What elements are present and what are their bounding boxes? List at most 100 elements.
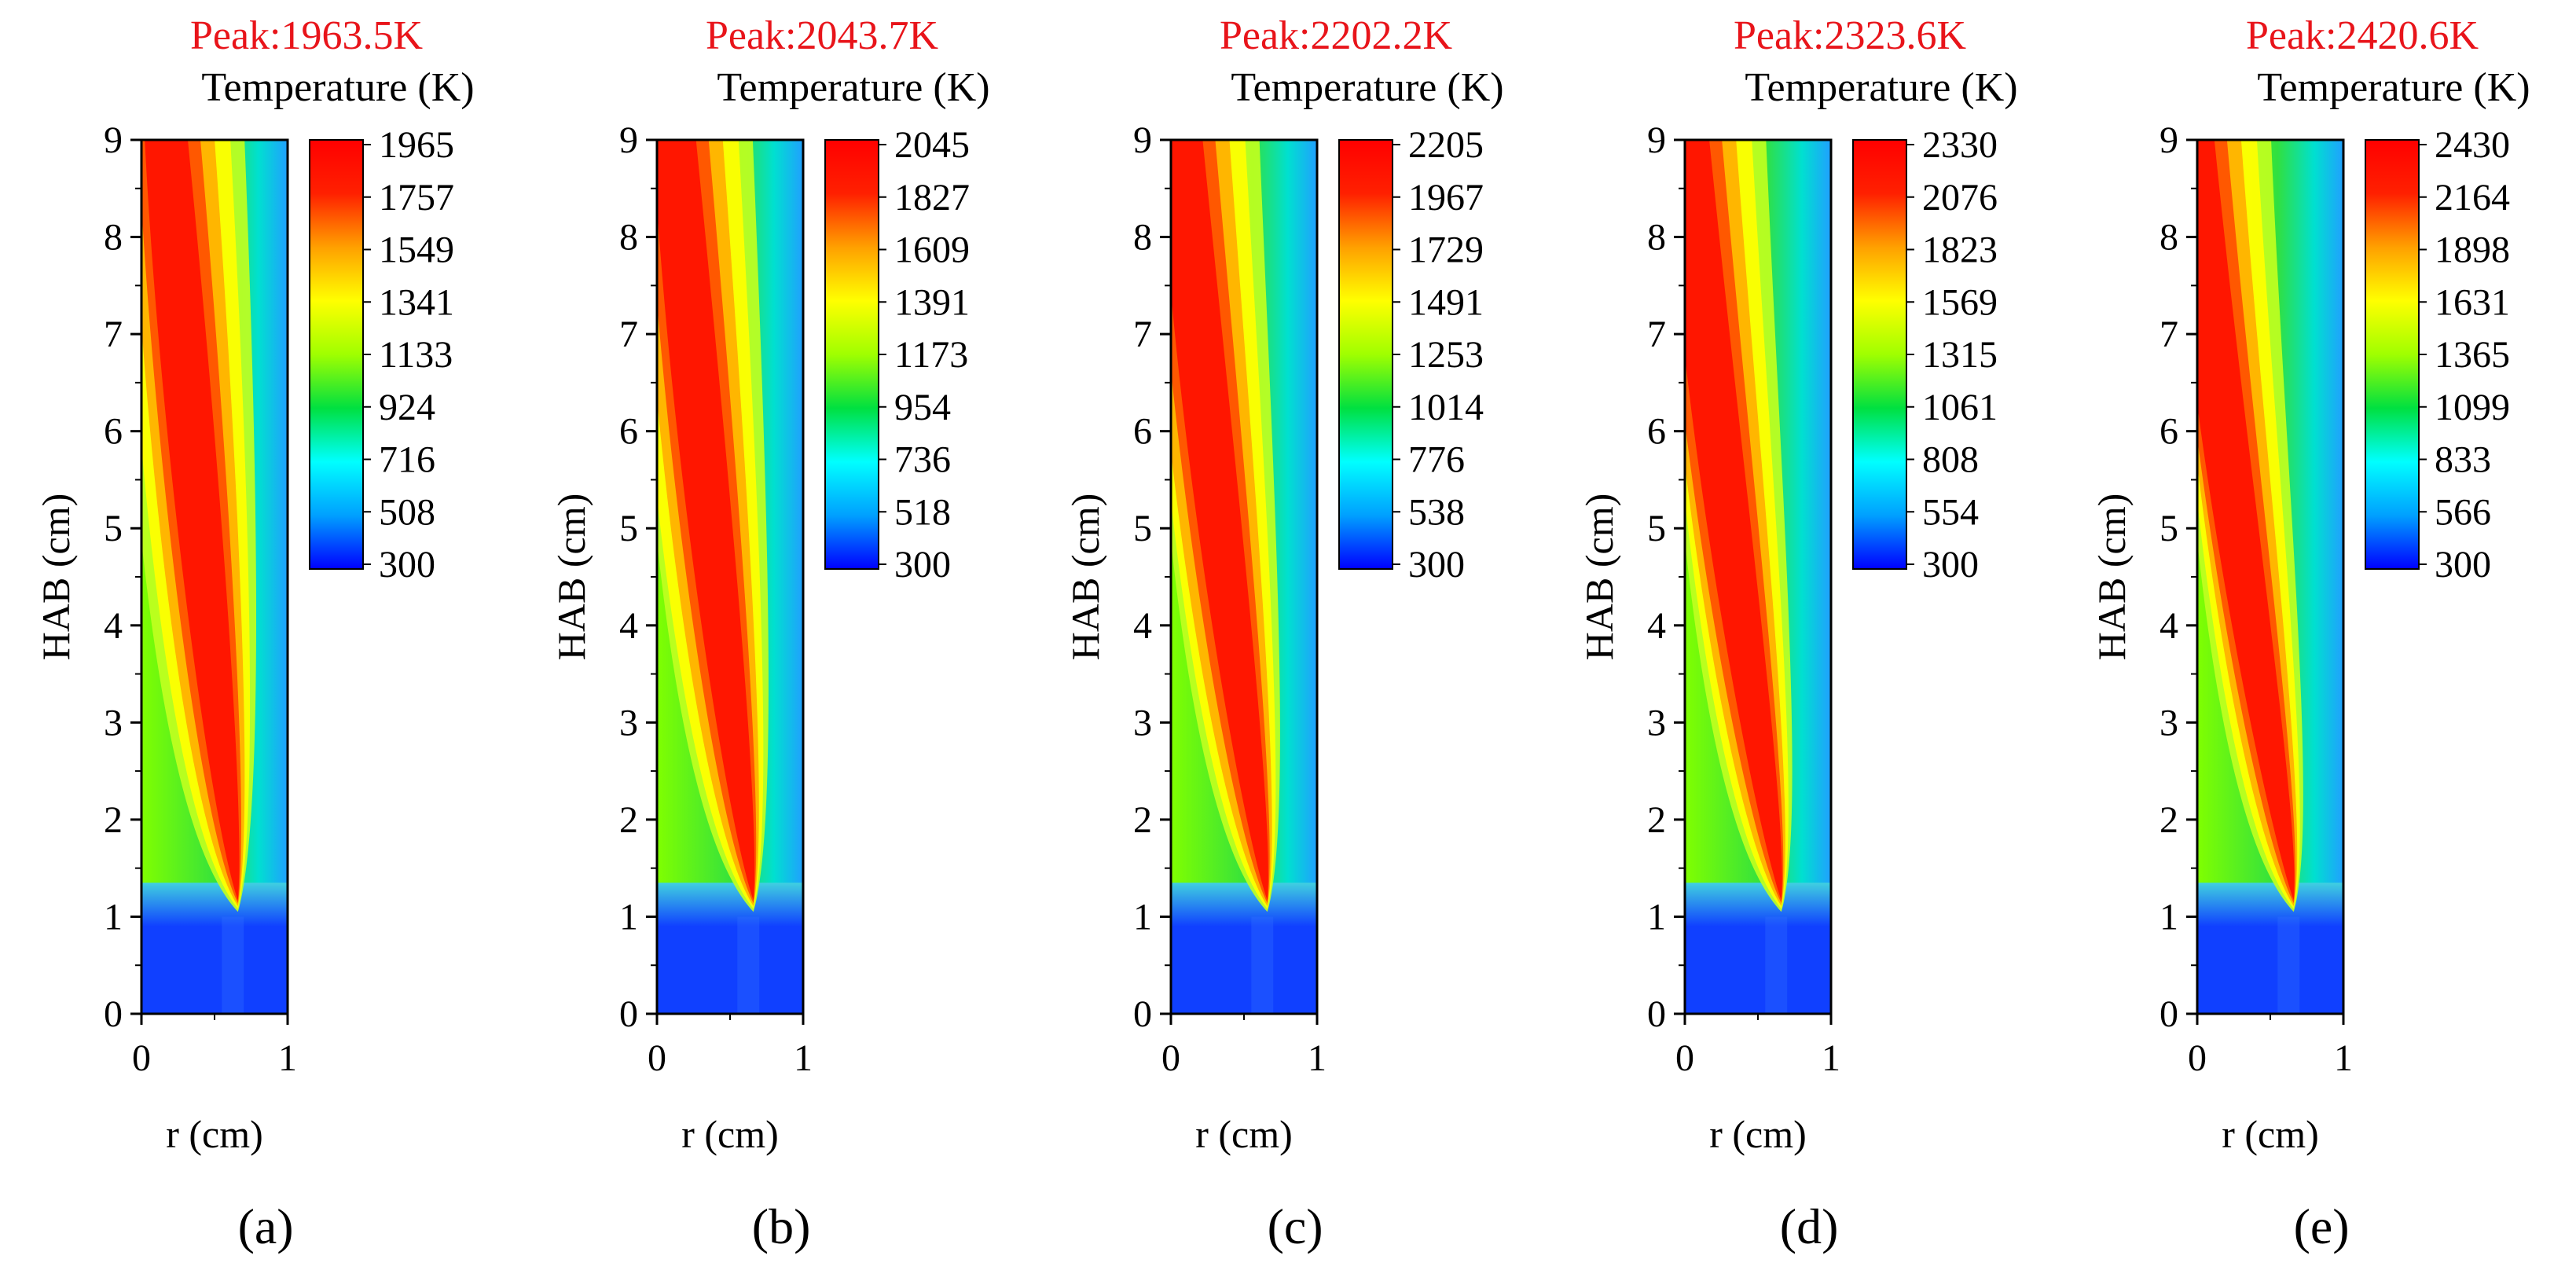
y-tick-label: 5 <box>1133 508 1152 549</box>
y-tick-label: 9 <box>1133 119 1152 161</box>
colorbar-tick-label: 1757 <box>379 177 454 218</box>
y-tick-label: 5 <box>104 508 123 549</box>
colorbar <box>1338 139 1393 570</box>
colorbar-tick-label: 2045 <box>894 124 970 166</box>
colorbar-tick-label: 1365 <box>2435 334 2510 376</box>
colorbar-tick-label: 1491 <box>1408 281 1484 323</box>
colorbar-tick-label: 1014 <box>1408 387 1484 428</box>
panel-label: (e) <box>2294 1198 2350 1254</box>
y-tick-label: 6 <box>2160 411 2178 453</box>
colorbar-tick-label: 508 <box>379 491 435 533</box>
peak-label: Peak:2043.7K <box>706 13 939 58</box>
heatmap-field <box>141 140 288 1014</box>
y-tick-label: 8 <box>2160 217 2178 259</box>
colorbar-tick-label: 1898 <box>2435 229 2510 271</box>
colorbar-tick-label: 924 <box>379 387 435 428</box>
colorbar-tick-label: 1061 <box>1922 387 1998 428</box>
colorbar-tick-label: 300 <box>1922 544 1979 585</box>
x-axis-label: r (cm) <box>1709 1112 1807 1156</box>
panel-label: (c) <box>1268 1198 1323 1254</box>
colorbar-tick-label: 1631 <box>2435 281 2510 323</box>
y-axis-label: HAB (cm) <box>549 494 593 660</box>
colorbar-title: Temperature (K) <box>717 65 989 110</box>
y-tick-label: 3 <box>104 702 123 743</box>
y-tick-label: 3 <box>1647 702 1666 743</box>
colorbar-tick-label: 808 <box>1922 439 1979 481</box>
colorbar-tick-label: 1609 <box>894 229 970 271</box>
x-tick-label: 0 <box>132 1037 151 1079</box>
colorbar-tick-label: 776 <box>1408 439 1465 481</box>
y-tick-label: 3 <box>619 702 638 743</box>
y-tick-label: 2 <box>619 799 638 841</box>
colorbar-tick-label: 1967 <box>1408 177 1484 218</box>
colorbar <box>1852 139 1907 570</box>
x-tick-label: 1 <box>2334 1037 2353 1079</box>
y-tick-label: 6 <box>1647 411 1666 453</box>
colorbar-tick-label: 716 <box>379 439 435 481</box>
y-tick-label: 0 <box>1133 993 1152 1035</box>
heatmap-field <box>657 140 803 1014</box>
colorbar-title: Temperature (K) <box>1745 65 2017 110</box>
y-tick-label: 4 <box>2160 605 2178 647</box>
colorbar-tick-label: 300 <box>2435 544 2491 585</box>
peak-label: Peak:2202.2K <box>1220 13 1453 58</box>
colorbar-tick-label: 2330 <box>1922 124 1998 166</box>
y-tick-label: 1 <box>104 896 123 938</box>
x-tick-label: 1 <box>1822 1037 1840 1079</box>
y-axis-label: HAB (cm) <box>34 494 78 660</box>
colorbar-tick-label: 1315 <box>1922 334 1998 376</box>
y-tick-label: 0 <box>1647 993 1666 1035</box>
colorbar-title: Temperature (K) <box>201 65 474 110</box>
x-axis-label: r (cm) <box>681 1112 779 1156</box>
y-tick-label: 8 <box>619 217 638 259</box>
heatmap-field <box>2197 140 2343 1014</box>
colorbar-tick-label: 300 <box>379 544 435 585</box>
y-tick-label: 7 <box>2160 314 2178 355</box>
colorbar-tick-label: 2205 <box>1408 124 1484 166</box>
colorbar-tick-label: 1823 <box>1922 229 1998 271</box>
y-tick-label: 0 <box>2160 993 2178 1035</box>
y-tick-label: 0 <box>619 993 638 1035</box>
colorbar-tick-label: 1173 <box>894 334 968 376</box>
x-tick-label: 1 <box>278 1037 297 1079</box>
peak-label: Peak:2323.6K <box>1734 13 1967 58</box>
y-tick-label: 2 <box>2160 799 2178 841</box>
colorbar-tick-label: 1253 <box>1408 334 1484 376</box>
colorbar-tick-label: 736 <box>894 439 951 481</box>
x-tick-label: 0 <box>2188 1037 2207 1079</box>
y-tick-label: 2 <box>1133 799 1152 841</box>
y-tick-label: 3 <box>1133 702 1152 743</box>
colorbar-tick-label: 2430 <box>2435 124 2510 166</box>
y-tick-label: 4 <box>1133 605 1152 647</box>
panel-label: (a) <box>238 1198 294 1254</box>
y-tick-label: 4 <box>104 605 123 647</box>
colorbar-tick-label: 1965 <box>379 124 454 166</box>
colorbar-tick-label: 1341 <box>379 281 454 323</box>
y-tick-label: 7 <box>619 314 638 355</box>
colorbar-tick-label: 300 <box>1408 544 1465 585</box>
y-tick-label: 1 <box>1133 896 1152 938</box>
x-axis-label: r (cm) <box>166 1112 263 1156</box>
colorbar-tick-label: 2164 <box>2435 177 2510 218</box>
y-tick-label: 9 <box>2160 119 2178 161</box>
y-tick-label: 8 <box>104 217 123 259</box>
y-tick-label: 1 <box>619 896 638 938</box>
x-tick-label: 0 <box>1675 1037 1694 1079</box>
y-tick-label: 5 <box>619 508 638 549</box>
y-axis-label: HAB (cm) <box>1577 494 1621 660</box>
colorbar-tick-label: 566 <box>2435 491 2491 533</box>
colorbar-tick-label: 554 <box>1922 491 1979 533</box>
x-tick-label: 0 <box>1161 1037 1180 1079</box>
peak-label: Peak:2420.6K <box>2246 13 2479 58</box>
colorbar-title: Temperature (K) <box>1231 65 1503 110</box>
x-tick-label: 1 <box>1308 1037 1327 1079</box>
y-tick-label: 0 <box>104 993 123 1035</box>
y-tick-label: 6 <box>619 411 638 453</box>
colorbar-tick-label: 1391 <box>894 281 970 323</box>
y-tick-label: 2 <box>104 799 123 841</box>
y-tick-label: 4 <box>1647 605 1666 647</box>
y-tick-label: 8 <box>1133 217 1152 259</box>
